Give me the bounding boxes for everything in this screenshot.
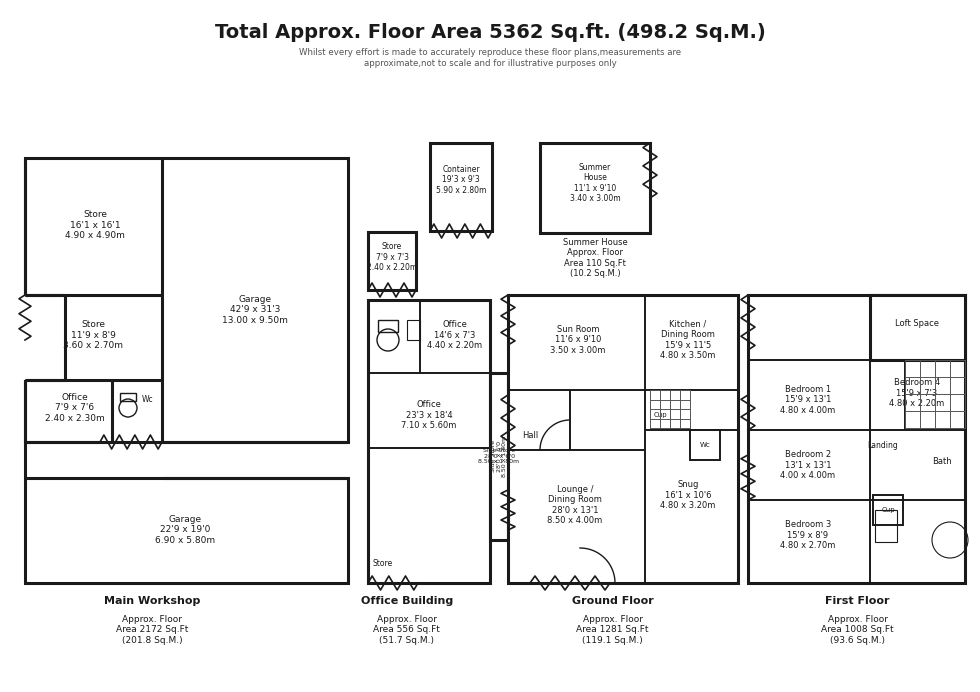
Text: Bedroom 4
15'9 x 7'3
4.80 x 2.20m: Bedroom 4 15'9 x 7'3 4.80 x 2.20m bbox=[890, 378, 945, 408]
Text: Office
14'6 x 7'3
4.40 x 2.20m: Office 14'6 x 7'3 4.40 x 2.20m bbox=[427, 320, 482, 350]
Text: Bedroom 3
15'9 x 8'9
4.80 x 2.70m: Bedroom 3 15'9 x 8'9 4.80 x 2.70m bbox=[780, 520, 836, 550]
Text: Office
7'9 x 7'6
2.40 x 2.30m: Office 7'9 x 7'6 2.40 x 2.30m bbox=[45, 393, 105, 423]
Text: Approx. Floor
Area 1008 Sq.Ft
(93.6 Sq.M.): Approx. Floor Area 1008 Sq.Ft (93.6 Sq.M… bbox=[821, 615, 894, 645]
Bar bbox=[490, 373, 508, 540]
Text: Store
16'1 x 16'1
4.90 x 4.90m: Store 16'1 x 16'1 4.90 x 4.90m bbox=[65, 210, 124, 240]
Text: Side Store
28'0 x 6'0
8.50 x 1.80m: Side Store 28'0 x 6'0 8.50 x 1.80m bbox=[491, 435, 508, 477]
Text: Main Workshop: Main Workshop bbox=[104, 596, 200, 606]
Text: Hall: Hall bbox=[522, 430, 538, 439]
Bar bbox=[25, 478, 348, 583]
Text: Approx. Floor
Area 1281 Sq.Ft
(119.1 Sq.M.): Approx. Floor Area 1281 Sq.Ft (119.1 Sq.… bbox=[576, 615, 649, 645]
Text: Ground Floor: Ground Floor bbox=[571, 596, 654, 606]
Text: Side Store
28'0 x 6'0
8.50 x 1.80m: Side Store 28'0 x 6'0 8.50 x 1.80m bbox=[478, 448, 519, 464]
Text: Store
11'9 x 8'9
3.60 x 2.70m: Store 11'9 x 8'9 3.60 x 2.70m bbox=[63, 320, 123, 350]
Text: Lounge /
Dining Room
28'0 x 13'1
8.50 x 4.00m: Lounge / Dining Room 28'0 x 13'1 8.50 x … bbox=[548, 485, 603, 525]
Text: Wc: Wc bbox=[142, 396, 154, 405]
Text: Approx. Floor
Area 556 Sq.Ft
(51.7 Sq.M.): Approx. Floor Area 556 Sq.Ft (51.7 Sq.M.… bbox=[373, 615, 440, 645]
Text: Snug
16'1 x 10'6
4.80 x 3.20m: Snug 16'1 x 10'6 4.80 x 3.20m bbox=[661, 480, 715, 510]
Bar bbox=[0, 295, 65, 380]
Text: Loft Space: Loft Space bbox=[895, 318, 939, 327]
Bar bbox=[368, 300, 490, 583]
Bar bbox=[875, 510, 897, 542]
Bar bbox=[407, 320, 420, 340]
Text: Whilst every effort is made to accurately reproduce these floor plans,measuremen: Whilst every effort is made to accuratel… bbox=[299, 48, 681, 68]
Text: Landing: Landing bbox=[867, 441, 899, 450]
Bar bbox=[25, 158, 348, 442]
Text: Bedroom 1
15'9 x 13'1
4.80 x 4.00m: Bedroom 1 15'9 x 13'1 4.80 x 4.00m bbox=[780, 385, 836, 415]
Bar bbox=[540, 143, 650, 233]
Bar bbox=[870, 295, 965, 360]
Text: Bath: Bath bbox=[932, 457, 952, 466]
Text: Summer House
Approx. Floor
Area 110 Sq.Ft
(10.2 Sq.M.): Summer House Approx. Floor Area 110 Sq.F… bbox=[563, 238, 627, 278]
Text: Garage
22'9 x 19'0
6.90 x 5.80m: Garage 22'9 x 19'0 6.90 x 5.80m bbox=[155, 515, 215, 545]
Text: Bedroom 2
13'1 x 13'1
4.00 x 4.00m: Bedroom 2 13'1 x 13'1 4.00 x 4.00m bbox=[780, 450, 836, 480]
Bar bbox=[368, 232, 416, 290]
Text: Store
7'9 x 7'3
2.40 x 2.20m: Store 7'9 x 7'3 2.40 x 2.20m bbox=[367, 242, 417, 272]
Text: Wc: Wc bbox=[700, 442, 710, 448]
Bar bbox=[378, 320, 398, 332]
Text: Total Approx. Floor Area 5362 Sq.ft. (498.2 Sq.M.): Total Approx. Floor Area 5362 Sq.ft. (49… bbox=[215, 24, 765, 42]
Bar bbox=[120, 393, 136, 401]
Text: Office
23'3 x 18'4
7.10 x 5.60m: Office 23'3 x 18'4 7.10 x 5.60m bbox=[402, 400, 457, 430]
Text: Store: Store bbox=[372, 558, 393, 567]
Text: Office Building: Office Building bbox=[361, 596, 453, 606]
Bar bbox=[508, 295, 738, 583]
Text: Cup: Cup bbox=[654, 412, 666, 418]
Bar bbox=[430, 143, 492, 231]
Text: Sun Room
11'6 x 9'10
3.50 x 3.00m: Sun Room 11'6 x 9'10 3.50 x 3.00m bbox=[551, 325, 606, 355]
Text: Approx. Floor
Area 2172 Sq.Ft
(201.8 Sq.M.): Approx. Floor Area 2172 Sq.Ft (201.8 Sq.… bbox=[116, 615, 188, 645]
Bar bbox=[690, 430, 720, 460]
Text: Summer
House
11'1 x 9'10
3.40 x 3.00m: Summer House 11'1 x 9'10 3.40 x 3.00m bbox=[569, 163, 620, 203]
Text: Container
19'3 x 9'3
5.90 x 2.80m: Container 19'3 x 9'3 5.90 x 2.80m bbox=[436, 165, 486, 195]
Text: First Floor: First Floor bbox=[825, 596, 890, 606]
Text: Garage
42'9 x 31'3
13.00 x 9.50m: Garage 42'9 x 31'3 13.00 x 9.50m bbox=[222, 295, 288, 325]
Text: Kitchen /
Dining Room
15'9 x 11'5
4.80 x 3.50m: Kitchen / Dining Room 15'9 x 11'5 4.80 x… bbox=[661, 320, 715, 360]
Text: Cup: Cup bbox=[881, 507, 895, 513]
Bar bbox=[748, 295, 965, 583]
Bar bbox=[873, 495, 903, 525]
